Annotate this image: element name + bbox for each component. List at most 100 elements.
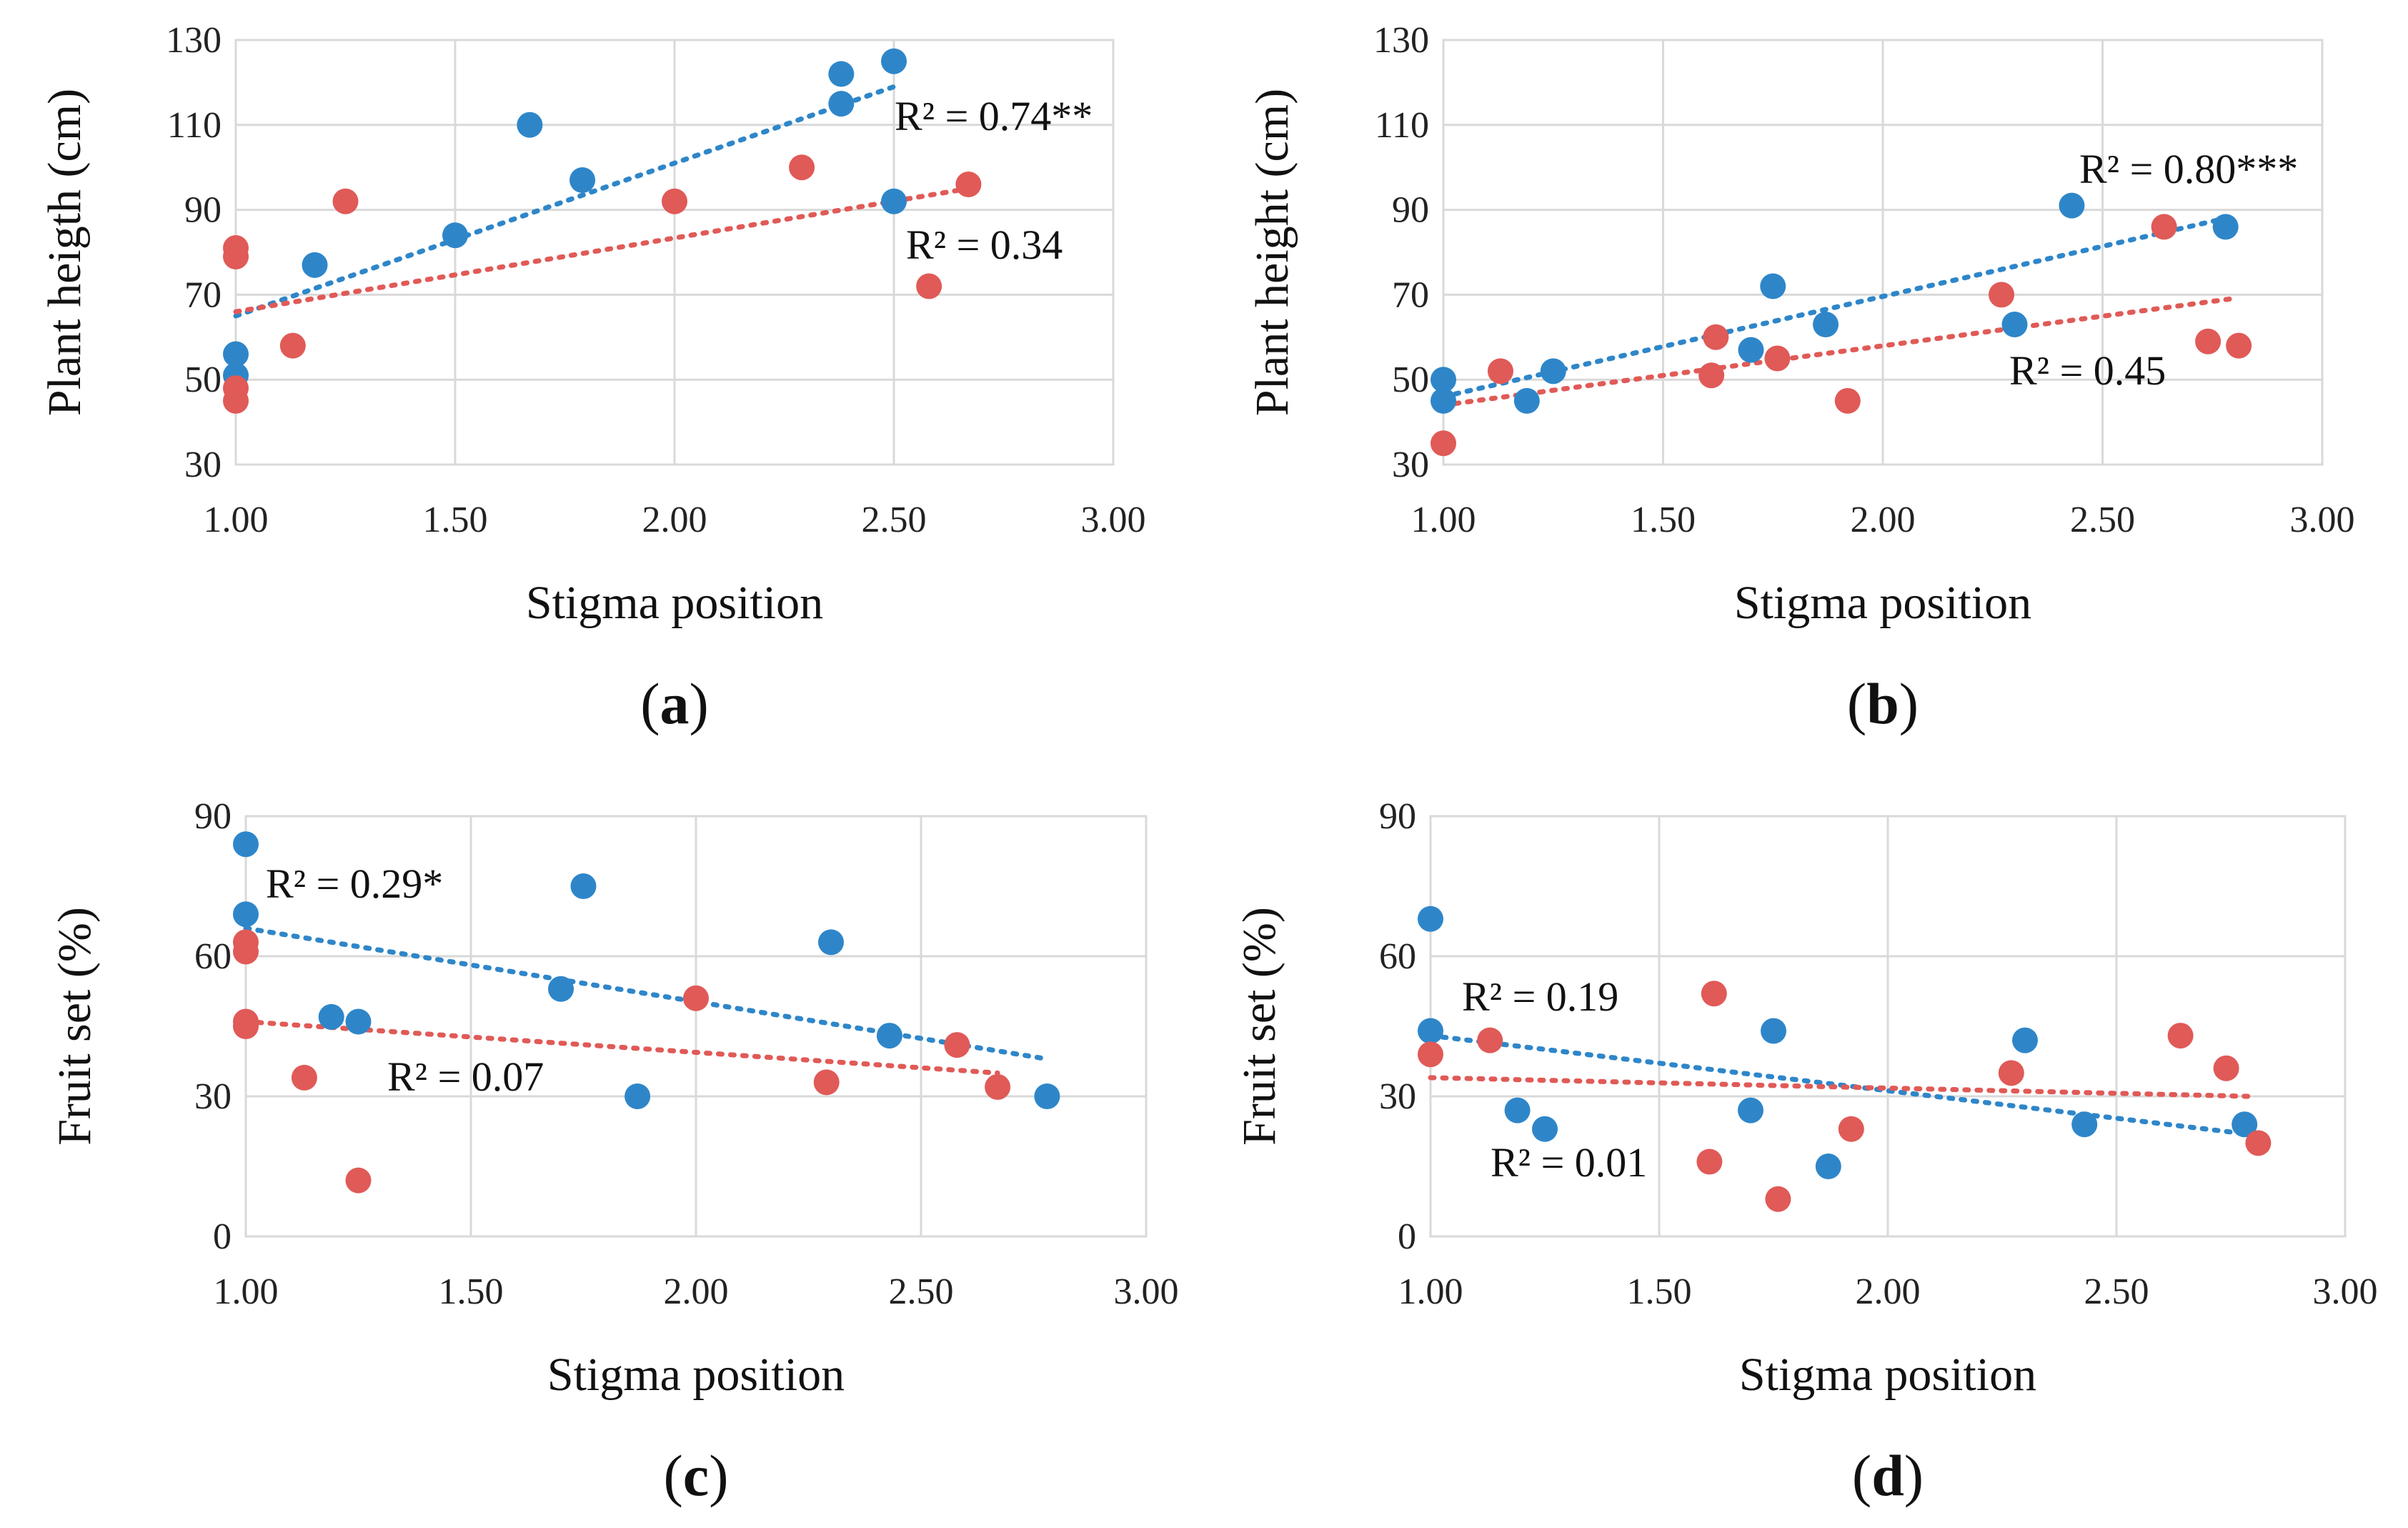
y-tick-label: 130 [166, 20, 222, 61]
data-point-blue [318, 1003, 344, 1030]
y-tick-label: 30 [1392, 445, 1429, 485]
data-point-red [291, 1064, 317, 1091]
y-tick-label: 110 [1375, 105, 1429, 146]
data-point-red [2151, 214, 2177, 240]
data-point-blue [1813, 311, 1839, 337]
data-point-red [916, 273, 942, 299]
panel-label-close: ) [690, 671, 709, 736]
trendline-blue [243, 926, 1050, 1062]
data-point-red [1764, 345, 1791, 372]
panel-label-letter: a [660, 671, 690, 736]
data-point-red [223, 243, 249, 269]
panel-label-open: ( [1847, 671, 1866, 736]
x-tick-label: 3.00 [2313, 1271, 2378, 1312]
data-point-red [985, 1073, 1011, 1100]
x-axis-label: Stigma position [526, 577, 823, 629]
data-point-blue [442, 222, 468, 249]
data-point-blue [1431, 367, 1456, 393]
series-blue [1431, 192, 2239, 414]
data-point-blue [1738, 1097, 1763, 1123]
y-tick-label: 0 [213, 1216, 232, 1257]
data-point-blue [1034, 1083, 1060, 1109]
y-tick-label: 60 [194, 936, 232, 977]
x-tick-label: 2.00 [642, 500, 707, 540]
data-point-blue [1504, 1097, 1531, 1123]
data-point-red [233, 1013, 259, 1039]
plot-frame [1442, 39, 2324, 466]
data-point-red [345, 1167, 372, 1194]
r2-label-blue: R² = 0.19 [1462, 973, 1618, 1020]
y-tick-label: 90 [184, 190, 222, 231]
data-point-blue [1532, 1116, 1558, 1142]
data-point-red [662, 188, 687, 214]
r2-label-blue: R² = 0.80*** [2079, 146, 2298, 192]
panel-label-letter: b [1866, 671, 1899, 736]
data-point-red [1477, 1027, 1503, 1053]
series-red [223, 154, 982, 414]
data-point-blue [1761, 1018, 1786, 1044]
data-point-red [233, 938, 259, 965]
panel-label-open: ( [663, 1443, 682, 1508]
panel-label-close: ) [709, 1443, 728, 1508]
x-tick-label: 2.50 [862, 500, 927, 540]
y-axis-label: Fruit set (%) [1233, 907, 1285, 1146]
data-point-red [1765, 1186, 1791, 1212]
data-point-blue [2012, 1027, 2038, 1053]
trendline-red [243, 1018, 1000, 1076]
data-point-red [2167, 1023, 2194, 1049]
data-point-red [1431, 430, 1456, 457]
x-tick-label: 3.00 [1114, 1271, 1179, 1312]
x-tick-label: 1.00 [1411, 500, 1476, 540]
y-axis-label: Fruit set (%) [49, 907, 101, 1146]
data-point-red [1698, 362, 1725, 389]
x-tick-label: 2.50 [889, 1271, 954, 1312]
x-tick-label: 3.00 [2290, 500, 2355, 540]
r2-label-red: R² = 0.01 [1491, 1139, 1647, 1186]
panel-label-open: ( [640, 671, 660, 736]
panel-label-letter: d [1871, 1443, 1904, 1508]
data-point-red [1838, 1116, 1864, 1142]
panel-label: (d) [1852, 1443, 1924, 1508]
data-point-blue [570, 873, 597, 899]
series-red [233, 929, 1011, 1194]
data-point-blue [625, 1083, 651, 1109]
data-point-red [1998, 1060, 2024, 1086]
data-point-blue [1513, 387, 1540, 414]
data-point-blue [1431, 387, 1456, 414]
y-tick-label: 70 [184, 274, 222, 315]
panel-label-open: ( [1852, 1443, 1871, 1508]
data-point-red [223, 387, 249, 414]
data-point-blue [345, 1008, 372, 1035]
trendline-blue [1441, 215, 2229, 400]
data-point-blue [1760, 273, 1786, 299]
data-point-red [1989, 282, 2015, 308]
trendline-blue [1428, 1033, 2247, 1136]
x-tick-label: 1.50 [439, 1271, 504, 1312]
data-point-blue [1738, 337, 1764, 363]
r2-label-red: R² = 0.34 [906, 222, 1063, 268]
y-tick-label: 50 [1392, 359, 1429, 400]
data-point-blue [1540, 358, 1566, 385]
r2-label-red: R² = 0.45 [2009, 347, 2166, 394]
data-point-blue [2071, 1111, 2098, 1138]
panel-label: (a) [640, 671, 709, 736]
data-point-blue [517, 111, 543, 138]
y-tick-label: 30 [184, 445, 222, 485]
x-tick-label: 1.50 [1627, 1271, 1692, 1312]
x-tick-label: 1.50 [1631, 500, 1696, 540]
chart-panel-b: 30 50 70 90 110 130 1.00 1.50 2.00 2.50 3.00 Stigma… [1246, 20, 2355, 736]
series-blue [223, 48, 907, 389]
panel-label: (c) [663, 1443, 728, 1508]
x-tick-label: 3.00 [1081, 500, 1146, 540]
data-point-blue [1418, 906, 1443, 932]
data-point-blue [302, 252, 328, 278]
data-point-blue [233, 831, 259, 858]
series-red [1431, 214, 2252, 457]
chart-panel-d: 0 30 60 90 1.00 1.50 2.00 2.50 3.00 Stigma positi… [1233, 796, 2378, 1508]
y-tick-label: 130 [1373, 20, 1429, 61]
data-point-red [955, 171, 982, 197]
data-point-red [1701, 981, 1727, 1007]
y-tick-label: 90 [1379, 796, 1416, 837]
x-tick-label: 1.00 [214, 1271, 279, 1312]
data-point-blue [548, 976, 574, 1002]
